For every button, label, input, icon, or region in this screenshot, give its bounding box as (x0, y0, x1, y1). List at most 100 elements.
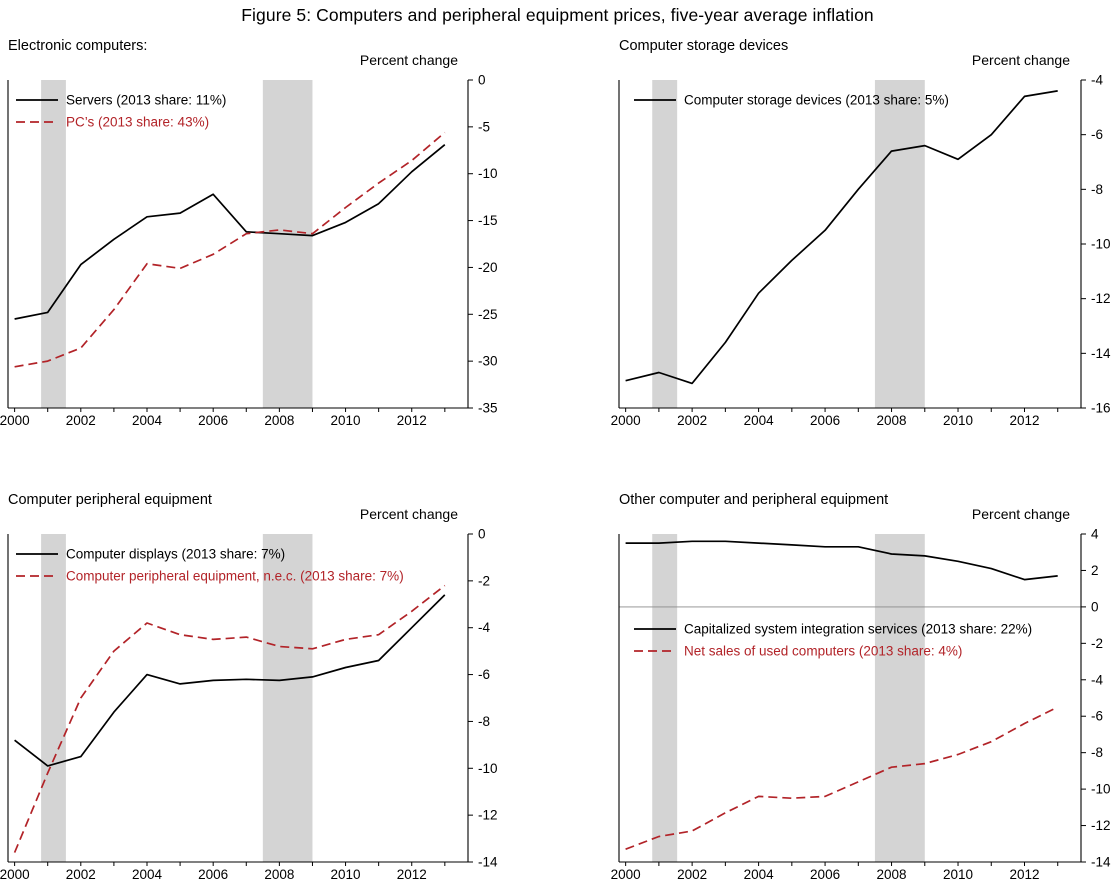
y-tick-label: -30 (478, 354, 498, 369)
panel-title-electronic-computers: Electronic computers: (8, 38, 148, 54)
y-tick-label: -10 (1091, 782, 1111, 797)
legend-label: Servers (2013 share: 11%) (66, 93, 226, 108)
y-tick-label: -2 (478, 573, 490, 588)
y-tick-label: 0 (478, 73, 486, 88)
y-tick-label: -5 (478, 119, 490, 134)
other-computer-equipment-chart: 4 2 0 -2 -4 -6 -8 -10 -12 -14 2000 2002 2004 2006 2008… (611, 527, 1111, 879)
x-tick-label: 2004 (132, 413, 163, 425)
legend-label: PC’s (2013 share: 43%) (66, 115, 209, 130)
y-tick-label: -2 (1091, 636, 1103, 651)
x-tick-label: 2012 (1009, 413, 1039, 425)
recession-band (874, 534, 925, 862)
computer-peripheral-equipment-chart: 0 -2 -4 -6 -8 -10 -12 -14 2000 2002 2004 2006 2008 20… (0, 527, 498, 879)
y-tick-label: -25 (478, 307, 498, 322)
recession-band (262, 534, 313, 862)
recession-band (41, 534, 66, 862)
x-tick-label: 2010 (331, 867, 361, 879)
y-tick-label: -8 (1091, 182, 1103, 197)
y-tick-label: -8 (478, 714, 490, 729)
y-tick-label: -4 (1091, 672, 1103, 687)
x-tick-label: 2006 (198, 867, 228, 879)
y-tick-label: -12 (1091, 818, 1111, 833)
percent-change-label: Percent change (971, 506, 1070, 522)
figure-title: Figure 5: Computers and peripheral equip… (241, 5, 874, 25)
legend-label: Computer displays (2013 share: 7%) (66, 547, 285, 562)
recession-band (652, 80, 678, 408)
x-tick-label: 2004 (744, 413, 775, 425)
series-line (14, 144, 446, 320)
x-tick-label: 2008 (877, 867, 907, 879)
panel-other-computer-and-peripheral-equipment: Other computer and peripheral equipment … (558, 490, 1115, 879)
x-tick-label: 2012 (397, 413, 427, 425)
y-tick-label: -35 (478, 401, 498, 416)
y-tick-label: 0 (1091, 599, 1099, 614)
x-tick-label: 2008 (877, 413, 907, 425)
percent-change-label: Percent change (359, 52, 458, 68)
panel-title-other-computer-equipment: Other computer and peripheral equipment (619, 492, 889, 508)
y-tick-label: -20 (478, 260, 498, 275)
recession-band (874, 80, 925, 408)
x-tick-label: 2008 (264, 413, 294, 425)
y-tick-label: -10 (478, 761, 498, 776)
recession-band (652, 534, 678, 862)
series-line (625, 706, 1059, 850)
computer-storage-devices-chart: -4 -6 -8 -10 -12 -14 -16 2000 2002 2004 2006 2008 20… (611, 73, 1111, 426)
panel-computer-peripheral-equipment: Computer peripheral equipment Percent ch… (0, 490, 557, 879)
panel-title-computer-storage-devices: Computer storage devices (619, 38, 789, 54)
recession-band (262, 80, 313, 408)
y-tick-label: -15 (478, 213, 498, 228)
series-line (14, 594, 446, 767)
x-tick-label: 2002 (66, 867, 96, 879)
recession-band (41, 80, 66, 408)
panel-title-computer-peripheral-equipment: Computer peripheral equipment (8, 492, 212, 508)
y-tick-label: 2 (1091, 563, 1099, 578)
x-tick-label: 2006 (198, 413, 228, 425)
x-tick-label: 2002 (677, 413, 707, 425)
y-tick-label: -4 (1091, 73, 1103, 88)
x-tick-label: 2000 (0, 867, 30, 879)
y-tick-label: -14 (478, 855, 498, 870)
x-tick-label: 2012 (397, 867, 427, 879)
legend-label: Net sales of used computers (2013 share:… (684, 644, 962, 659)
percent-change-label: Percent change (359, 506, 458, 522)
y-tick-label: -4 (478, 620, 490, 635)
x-tick-label: 2004 (132, 867, 163, 879)
x-tick-label: 2000 (0, 413, 30, 425)
x-tick-label: 2010 (331, 413, 361, 425)
y-tick-label: -6 (478, 667, 490, 682)
series-line (14, 131, 446, 368)
x-tick-label: 2002 (66, 413, 96, 425)
x-tick-label: 2006 (810, 867, 840, 879)
percent-change-label: Percent change (971, 52, 1070, 68)
panel-electronic-computers: Electronic computers: Percent change 0 -5… (0, 36, 557, 426)
y-tick-label: -12 (478, 808, 498, 823)
y-tick-label: -10 (1091, 237, 1111, 252)
legend-label: Computer peripheral equipment, n.e.c. (2… (66, 569, 404, 584)
electronic-computers-chart: 0 -5 -10 -15 -20 -25 -30 -35 2000 2002 2004 2006 200… (0, 73, 498, 426)
x-tick-label: 2000 (611, 867, 641, 879)
y-tick-label: -6 (1091, 127, 1103, 142)
y-tick-label: -10 (478, 166, 498, 181)
series-line (625, 90, 1058, 385)
x-tick-label: 2006 (810, 413, 840, 425)
x-tick-label: 2004 (744, 867, 775, 879)
x-tick-label: 2010 (943, 867, 973, 879)
series-line (13, 584, 446, 853)
panel-computer-storage-devices: Computer storage devices Percent change … (558, 36, 1115, 426)
y-tick-label: -12 (1091, 291, 1111, 306)
x-tick-label: 2012 (1009, 867, 1039, 879)
y-tick-label: -8 (1091, 745, 1103, 760)
x-tick-label: 2000 (611, 413, 641, 425)
legend-label: Computer storage devices (2013 share: 5%… (684, 93, 949, 108)
x-tick-label: 2010 (943, 413, 973, 425)
x-tick-label: 2002 (677, 867, 707, 879)
x-tick-label: 2008 (264, 867, 294, 879)
y-tick-label: 4 (1091, 527, 1099, 542)
y-tick-label: 0 (478, 527, 486, 542)
y-tick-label: -16 (1091, 401, 1111, 416)
legend-label: Capitalized system integration services … (684, 622, 1032, 637)
y-tick-label: -14 (1091, 855, 1111, 870)
y-tick-label: -6 (1091, 709, 1103, 724)
y-tick-label: -14 (1091, 346, 1111, 361)
